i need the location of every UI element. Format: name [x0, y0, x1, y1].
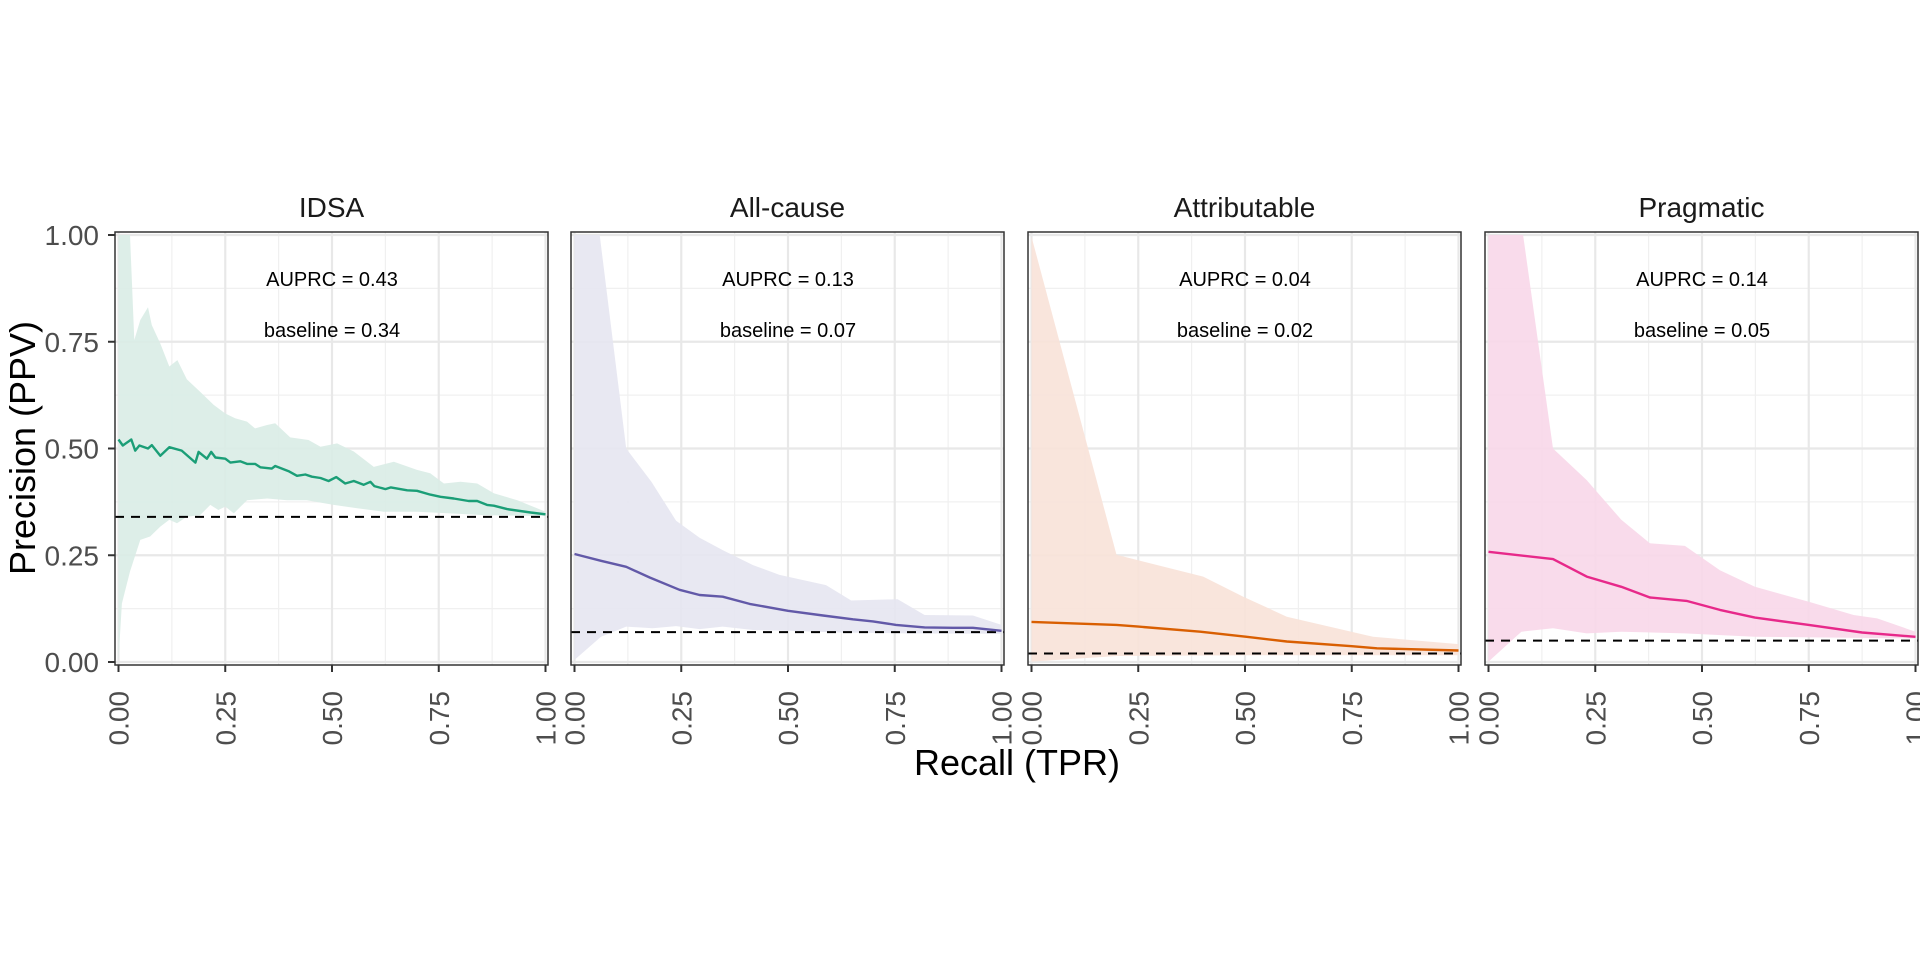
x-tick-label: 0.00 [1017, 691, 1048, 746]
pr-curve-line [1031, 620, 1459, 652]
baseline-annotation: baseline = 0.34 [264, 320, 400, 342]
pr-curve-line [1488, 550, 1916, 638]
x-tick-label: 0.00 [560, 691, 591, 746]
panel-title: Pragmatic [1638, 192, 1764, 223]
pr-curve-line [117, 438, 546, 516]
x-tick-label: 0.75 [424, 691, 455, 746]
y-tick-label: 1.00 [45, 220, 100, 251]
confidence-band [574, 235, 1002, 660]
auprc-annotation: AUPRC = 0.14 [1636, 269, 1768, 291]
x-tick-label: 0.50 [773, 691, 804, 746]
x-tick-label: 0.50 [1687, 691, 1718, 746]
x-tick-label: 0.00 [104, 691, 135, 746]
confidence-band [1031, 236, 1459, 662]
x-axis-title: Recall (TPR) [914, 742, 1120, 783]
x-tick-label: 1.00 [987, 691, 1018, 746]
x-tick-label: 0.75 [880, 691, 911, 746]
panel-idsa: IDSA AUPRC = 0.43 baseline = 0.34 0.00 0.25 0… [45, 192, 562, 746]
x-tick-label: 0.25 [1123, 691, 1154, 746]
panel-attributable: Attributable AUPRC = 0.04 baseline = 0.02 0… [1017, 192, 1475, 746]
pr-curve-line [574, 552, 1002, 632]
y-axis-title: Precision (PPV) [2, 321, 43, 575]
x-tick-label: 1.00 [1444, 691, 1475, 746]
y-tick-label: 0.75 [45, 327, 100, 358]
baseline-annotation: baseline = 0.02 [1177, 320, 1313, 342]
panel-title: IDSA [299, 192, 365, 223]
x-tick-label: 0.75 [1794, 691, 1825, 746]
x-tick-label: 0.25 [210, 691, 241, 746]
confidence-band [1488, 235, 1916, 662]
x-tick-label: 0.00 [1474, 691, 1505, 746]
baseline-annotation: baseline = 0.05 [1634, 320, 1770, 342]
panel-title: Attributable [1174, 192, 1316, 223]
confidence-band [118, 235, 546, 660]
x-tick-label: 1.00 [1901, 691, 1920, 746]
x-tick-label: 0.50 [1230, 691, 1261, 746]
panel-all-cause: All-cause AUPRC = 0.13 baseline = 0.07 0.00… [560, 192, 1018, 746]
x-tick-label: 1.00 [531, 691, 562, 746]
panel-title: All-cause [730, 192, 845, 223]
y-tick-label: 0.00 [45, 647, 100, 678]
x-tick-label: 0.75 [1337, 691, 1368, 746]
auprc-annotation: AUPRC = 0.13 [722, 269, 854, 291]
auprc-annotation: AUPRC = 0.43 [266, 269, 398, 291]
panel-pragmatic: Pragmatic AUPRC = 0.14 baseline = 0.05 0.00… [1474, 192, 1920, 746]
x-tick-label: 0.25 [1580, 691, 1611, 746]
x-tick-label: 0.50 [317, 691, 348, 746]
x-tick-label: 0.25 [666, 691, 697, 746]
y-tick-label: 0.25 [45, 540, 100, 571]
y-tick-label: 0.50 [45, 434, 100, 465]
baseline-annotation: baseline = 0.07 [720, 320, 856, 342]
auprc-annotation: AUPRC = 0.04 [1179, 269, 1311, 291]
